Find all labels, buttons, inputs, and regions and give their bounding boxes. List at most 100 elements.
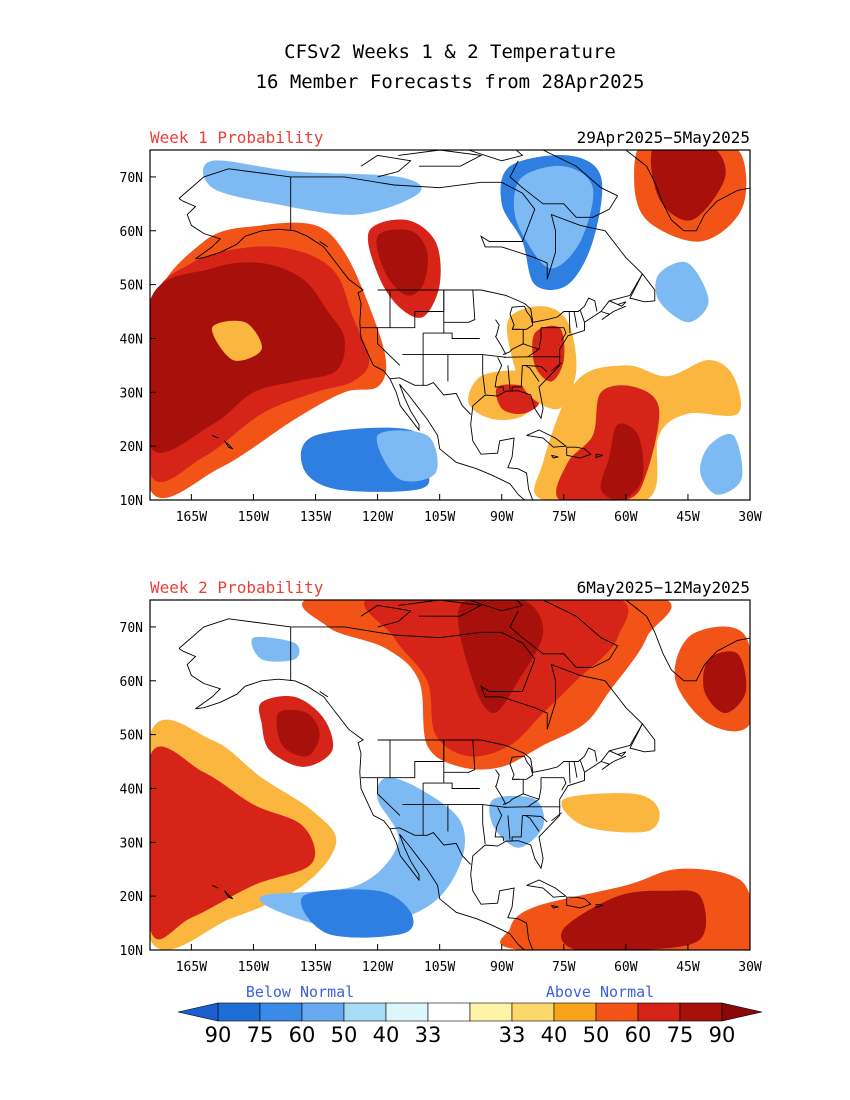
lat-tick-label: 60N xyxy=(120,675,143,690)
colorbar-value-label: 60 xyxy=(625,1023,652,1047)
lon-tick-label: 105W xyxy=(424,960,455,975)
probability-region xyxy=(655,261,709,323)
week1-probability-field xyxy=(150,150,747,500)
map-outline xyxy=(482,354,486,394)
probability-region xyxy=(276,709,320,757)
figure-title-line1: CFSv2 Weeks 1 & 2 Temperature xyxy=(284,41,616,63)
legend-below-label: Below Normal xyxy=(246,983,354,1001)
probability-region xyxy=(376,430,438,482)
map-outline xyxy=(319,691,329,698)
lon-tick-label: 45W xyxy=(676,510,700,525)
map-outline xyxy=(503,356,528,358)
lon-tick-label: 135W xyxy=(300,960,331,975)
colorbar-left-arrow xyxy=(177,1002,219,1022)
week1-dates: 29Apr2025−5May2025 xyxy=(577,128,750,147)
lon-tick-label: 150W xyxy=(238,510,269,525)
map-outline xyxy=(551,454,559,459)
colorbar-swatch xyxy=(385,1002,429,1022)
probability-region xyxy=(300,889,414,938)
probability-region xyxy=(561,793,660,833)
lat-tick-label: 30N xyxy=(120,386,143,401)
lat-tick-label: 20N xyxy=(120,440,143,455)
week2-axis-ticks: 165W 150W 135W 120W 105W 90W 75W 60W 45W 30W 70N 60… xyxy=(120,621,762,975)
map-outline xyxy=(509,305,534,330)
lon-tick-label: 30W xyxy=(738,960,762,975)
lat-tick-label: 60N xyxy=(120,225,143,240)
figure-title-line2: 16 Member Forecasts from 28Apr2025 xyxy=(256,71,645,93)
lon-tick-label: 120W xyxy=(362,960,393,975)
map-outline xyxy=(389,827,472,865)
map-outline xyxy=(503,806,528,808)
colorbar-swatch xyxy=(553,1002,597,1022)
map-outline xyxy=(480,739,598,773)
probability-region xyxy=(700,433,743,495)
map-outline xyxy=(494,807,505,842)
lon-tick-label: 45W xyxy=(676,960,700,975)
map-outline xyxy=(502,793,524,806)
colorbar-swatch xyxy=(595,1002,639,1022)
map-outline xyxy=(541,327,567,341)
week1-frame xyxy=(149,149,751,501)
week1-map xyxy=(150,150,750,500)
map-outline xyxy=(579,760,585,773)
map-outline xyxy=(398,600,483,617)
map-outline xyxy=(551,904,559,909)
lat-tick-label: 40N xyxy=(120,782,143,797)
map-outline xyxy=(178,648,526,950)
legend-above-label: Above Normal xyxy=(546,983,654,1001)
map-outline xyxy=(595,903,603,909)
map-outline xyxy=(502,343,524,356)
probability-region xyxy=(489,795,545,848)
map-outline xyxy=(573,761,578,778)
colorbar-value-label: 40 xyxy=(373,1023,400,1047)
lon-tick-label: 165W xyxy=(176,960,207,975)
lon-tick-label: 165W xyxy=(176,510,207,525)
map-outline xyxy=(526,429,568,448)
colorbar-right-arrow xyxy=(721,1002,763,1022)
probability-region xyxy=(150,746,315,940)
colorbar-value-label: 60 xyxy=(289,1023,316,1047)
map-outline xyxy=(480,289,598,323)
map-outline xyxy=(526,798,561,808)
week1-coastlines xyxy=(178,150,750,500)
map-outline xyxy=(629,273,656,303)
map-outline xyxy=(551,362,562,372)
lat-tick-label: 50N xyxy=(120,729,143,744)
map-outline xyxy=(595,453,603,459)
map-outline xyxy=(609,750,627,757)
map-outline xyxy=(319,241,329,248)
probability-region xyxy=(202,160,422,215)
probability-region xyxy=(513,165,594,269)
colorbar-swatch xyxy=(343,1002,387,1022)
map-outline xyxy=(525,364,548,373)
probability-region xyxy=(211,320,262,361)
week2-frame xyxy=(149,599,751,951)
colorbar-value-label: 75 xyxy=(667,1023,694,1047)
lon-tick-label: 30W xyxy=(738,510,762,525)
lon-tick-label: 120W xyxy=(362,510,393,525)
probability-region xyxy=(650,150,726,221)
week1-axis-ticks: 165W 150W 135W 120W 105W 90W 75W 60W 45W 30W 70N 60… xyxy=(120,171,762,525)
colorbar-swatch xyxy=(469,1002,513,1022)
probability-region xyxy=(600,423,644,500)
colorbar-swatch xyxy=(511,1002,555,1022)
map-outline xyxy=(525,814,548,823)
map-outline xyxy=(522,777,542,800)
map-outline xyxy=(377,327,401,366)
colorbar-value-label: 50 xyxy=(583,1023,610,1047)
lat-tick-label: 10N xyxy=(120,494,143,509)
map-outline xyxy=(551,812,562,822)
map-outline xyxy=(522,814,540,832)
map-outline xyxy=(625,150,750,232)
week2-map xyxy=(150,600,750,950)
map-outline xyxy=(629,723,656,753)
map-outline xyxy=(443,289,476,323)
week2-dates: 6May2025−12May2025 xyxy=(577,578,750,597)
lon-tick-label: 105W xyxy=(424,510,455,525)
map-outline xyxy=(509,600,619,668)
map-outline xyxy=(568,761,571,784)
map-outline xyxy=(224,440,234,450)
map-outline xyxy=(509,755,534,780)
map-outline xyxy=(511,365,523,391)
probability-region xyxy=(703,651,747,714)
